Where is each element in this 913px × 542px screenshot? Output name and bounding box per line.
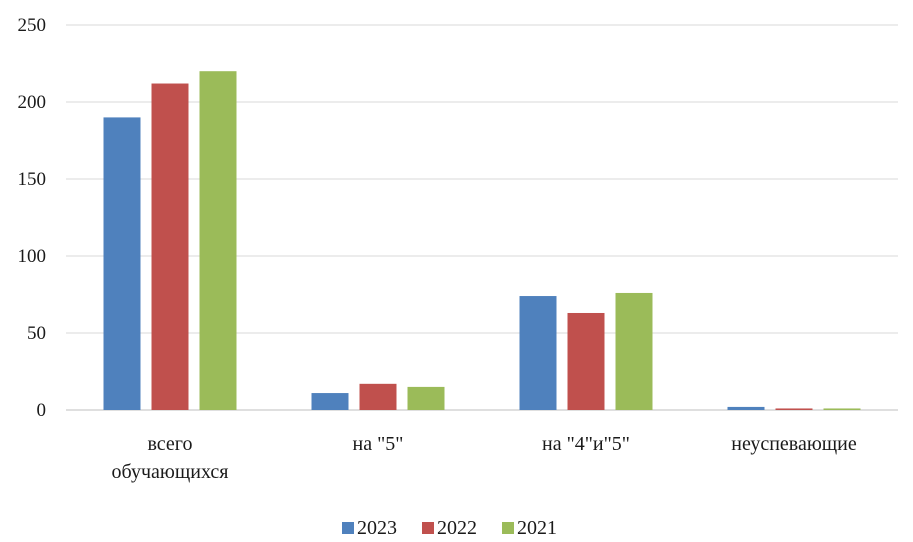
bar-2023-2	[311, 393, 349, 410]
bar-2021-3	[615, 292, 653, 410]
category-label-line: всего	[147, 433, 192, 455]
legend-swatch	[342, 522, 354, 534]
bar-2021-2	[407, 386, 445, 410]
bar-2022-4	[775, 408, 813, 410]
bar-2021-1	[199, 71, 237, 410]
bar-2021-4	[823, 408, 861, 410]
bar-2022-1	[151, 83, 189, 411]
legend-item: 2021	[502, 517, 557, 539]
category-label: всего обучающихся	[112, 433, 229, 483]
legend-label: 2022	[437, 517, 477, 539]
category-label-line: на "5"	[353, 433, 404, 455]
bar-2023-3	[519, 296, 557, 410]
bar-2022-2	[359, 383, 397, 410]
x-axis-category-labels: всего обучающихся на "5" на "4"и"5" неуспева…	[112, 433, 857, 483]
category-label: на "5"	[353, 433, 404, 455]
legend-item: 2023	[342, 517, 397, 539]
y-tick-label: 100	[18, 246, 47, 267]
y-tick-label: 50	[27, 323, 46, 344]
legend-swatch	[502, 522, 514, 534]
legend: 2023 2022 2021	[342, 517, 557, 539]
legend-label: 2021	[517, 517, 557, 539]
category-label-line: обучающихся	[112, 461, 229, 483]
legend-label: 2023	[357, 517, 397, 539]
bars	[103, 71, 861, 411]
bar-2022-3	[567, 312, 605, 410]
category-label-line: на "4"и"5"	[542, 433, 630, 455]
y-tick-label: 0	[37, 400, 47, 421]
bar-2023-1	[103, 117, 141, 411]
y-tick-label: 150	[18, 169, 47, 190]
gridlines	[66, 24, 898, 411]
legend-swatch	[422, 522, 434, 534]
category-label: неуспевающие	[731, 433, 857, 455]
y-tick-label: 200	[18, 92, 47, 113]
legend-item: 2022	[422, 517, 477, 539]
y-tick-label: 250	[18, 15, 47, 36]
category-label: на "4"и"5"	[542, 433, 630, 455]
bar-2023-4	[727, 406, 765, 410]
y-axis-tick-labels: 0 50 100 150 200 250	[18, 15, 47, 421]
category-label-line: неуспевающие	[731, 433, 857, 455]
